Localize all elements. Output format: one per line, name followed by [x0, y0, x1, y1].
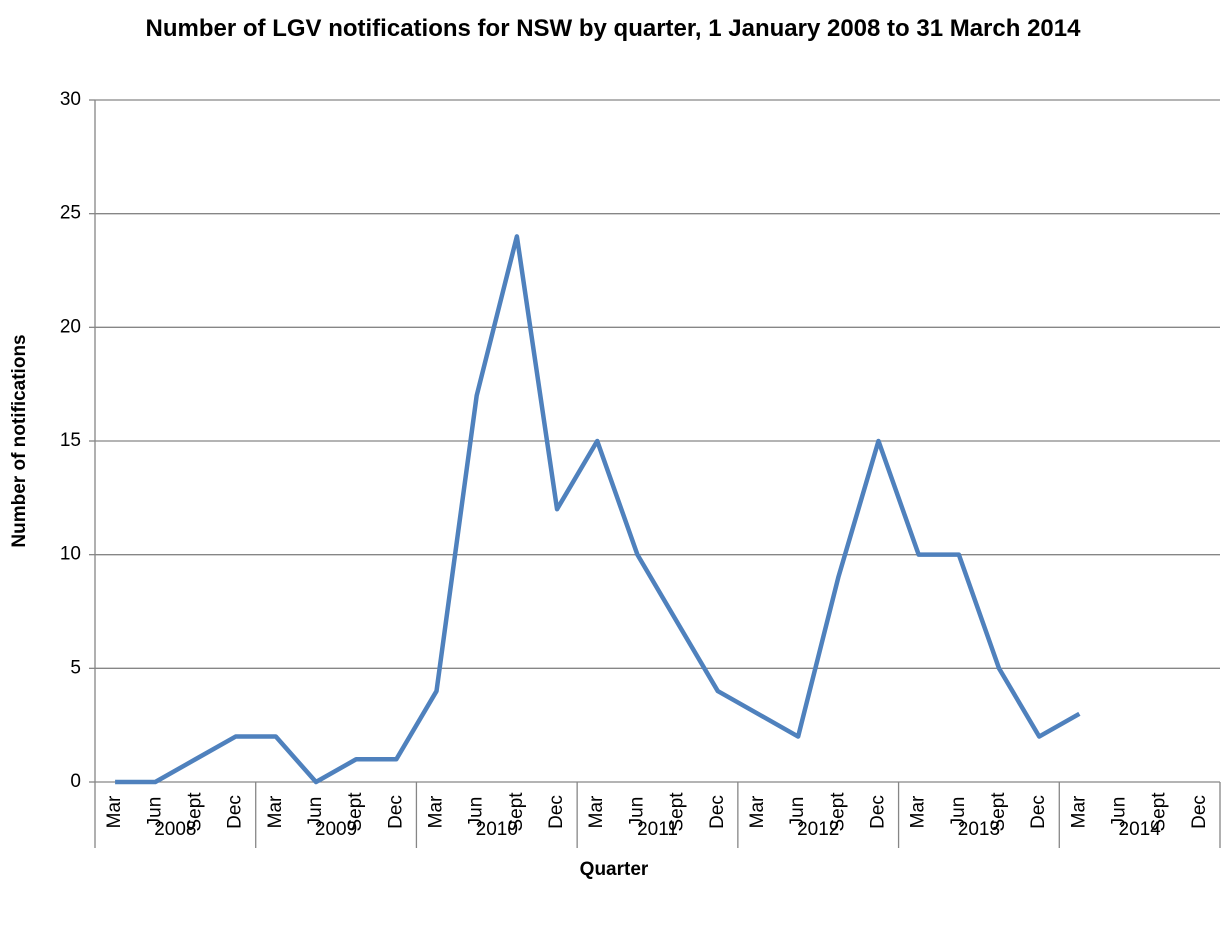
- y-tick-label: 20: [60, 316, 81, 337]
- x-tick-label: Jun: [466, 797, 487, 828]
- chart-title: Number of LGV notifications for NSW by q…: [145, 15, 1081, 42]
- x-tick-label: Mar: [104, 795, 125, 828]
- y-tick-label: 5: [70, 657, 81, 678]
- x-group-label: 2014: [1119, 819, 1162, 840]
- x-tick-label: Jun: [948, 797, 969, 828]
- x-tick-label: Sept: [506, 792, 527, 832]
- x-tick-label: Dec: [225, 795, 246, 829]
- x-tick-label: Mar: [426, 795, 447, 828]
- x-tick-label: Mar: [747, 795, 768, 828]
- data-line: [115, 234, 1081, 785]
- x-tick-label: Sept: [345, 792, 366, 832]
- x-tick-label: Sept: [1149, 792, 1170, 832]
- x-tick-label: Dec: [385, 795, 406, 829]
- x-tick-label: Mar: [1068, 795, 1089, 828]
- x-tick-label: Sept: [184, 792, 205, 832]
- x-axis-label: Quarter: [580, 859, 649, 880]
- x-tick-label: Jun: [787, 797, 808, 828]
- x-group-label: 2010: [476, 819, 518, 840]
- x-group-label: 2009: [315, 819, 357, 840]
- x-tick-label: Sept: [667, 792, 688, 832]
- x-group-label: 2008: [154, 819, 196, 840]
- x-tick-label: Jun: [1109, 797, 1130, 828]
- x-tick-label: Dec: [1189, 795, 1210, 829]
- x-tick-label: Mar: [908, 795, 929, 828]
- y-tick-label: 10: [60, 544, 81, 565]
- x-group-label: 2012: [797, 819, 839, 840]
- x-tick-label: Dec: [867, 795, 888, 829]
- y-tick-label: 30: [60, 89, 81, 110]
- x-tick-label: Sept: [988, 792, 1009, 832]
- x-tick-label: Dec: [707, 795, 728, 829]
- x-group-label: 2013: [958, 819, 1000, 840]
- x-tick-label: Dec: [546, 795, 567, 829]
- y-tick-label: 25: [60, 203, 81, 224]
- x-tick-label: Mar: [265, 795, 286, 828]
- x-tick-label: Dec: [1028, 795, 1049, 829]
- x-group-label: 2011: [637, 819, 678, 840]
- x-tick-label: Jun: [144, 797, 165, 828]
- x-tick-label: Jun: [626, 797, 647, 828]
- x-tick-label: Sept: [827, 792, 848, 832]
- y-axis-label: Number of notifications: [9, 334, 30, 547]
- x-tick-label: Jun: [305, 797, 326, 828]
- y-tick-label: 15: [60, 430, 81, 451]
- y-tick-label: 0: [70, 771, 81, 792]
- x-tick-label: Mar: [586, 795, 607, 828]
